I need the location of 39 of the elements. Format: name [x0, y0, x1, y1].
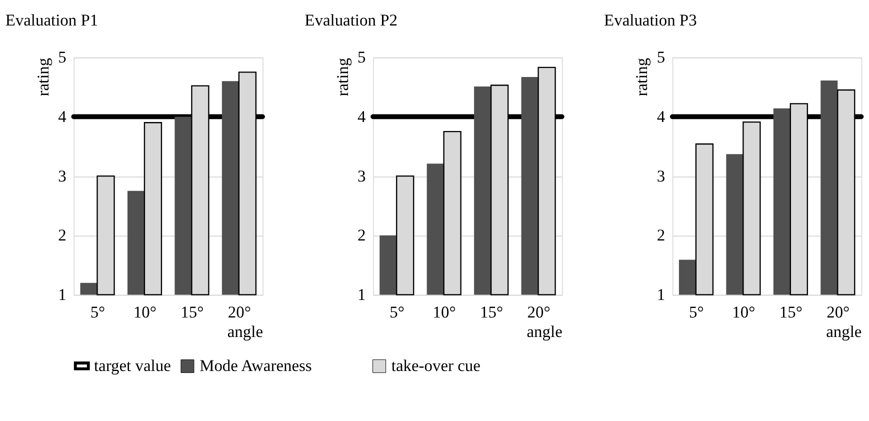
x-tick-label: 10°: [133, 302, 156, 322]
y-tick-label: 3: [656, 166, 666, 186]
legend-label: Mode Awareness: [200, 356, 312, 376]
x-tick-label: 15°: [480, 302, 504, 322]
y-tick-label: 1: [357, 285, 366, 304]
y-tick-label: 2: [357, 226, 366, 245]
x-tick-label: 15°: [180, 302, 204, 322]
x-axis-title: angle: [526, 322, 562, 341]
y-tick-label: 4: [357, 107, 366, 126]
x-axis-title: angle: [227, 322, 264, 341]
y-tick-label: 3: [58, 166, 66, 186]
chart-title: Evaluation P2: [304, 10, 398, 30]
y-tick-label: 2: [58, 226, 66, 245]
legend-label: take-over cue: [391, 356, 480, 376]
x-tick-label: 5°: [689, 302, 704, 322]
y-tick-label: 4: [656, 107, 666, 126]
x-tick-label: 10°: [732, 302, 756, 322]
y-tick-label: 5: [357, 48, 366, 67]
x-tick-label: 20°: [527, 302, 550, 322]
y-tick-label: 1: [58, 285, 66, 304]
legend-label: target value: [94, 356, 171, 375]
x-tick-label: 5°: [90, 302, 106, 322]
chart-title: Evaluation P3: [604, 10, 697, 30]
y-tick-label: 3: [357, 166, 366, 186]
y-tick-label: 1: [656, 285, 666, 304]
x-tick-label: 20°: [228, 302, 251, 322]
x-tick-label: 5°: [390, 302, 404, 322]
x-tick-label: 20°: [826, 302, 850, 322]
y-tick-label: 4: [58, 107, 66, 126]
y-axis-title: rating: [632, 58, 652, 96]
y-tick-label: 5: [58, 48, 66, 67]
y-tick-label: 2: [656, 226, 666, 245]
x-tick-label: 10°: [432, 302, 456, 322]
y-tick-label: 5: [656, 48, 666, 67]
y-axis-title: rating: [332, 58, 352, 96]
x-tick-label: 15°: [779, 302, 802, 322]
x-axis-title: angle: [826, 322, 862, 341]
y-axis-title: rating: [33, 58, 52, 96]
chart-title: Evaluation P1: [5, 10, 98, 30]
